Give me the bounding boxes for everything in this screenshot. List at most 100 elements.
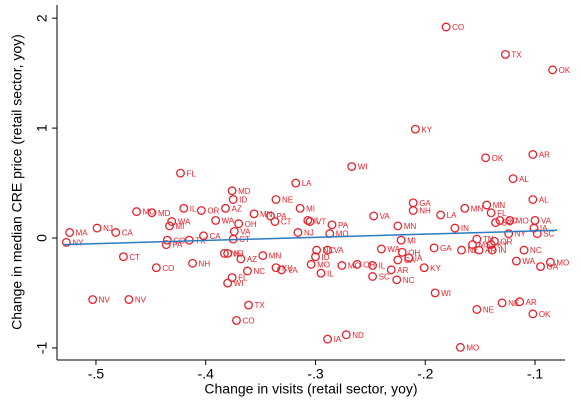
point <box>271 195 281 204</box>
point-label: PA <box>172 241 183 250</box>
point <box>88 295 98 305</box>
point <box>436 210 446 220</box>
point-label: MN <box>471 204 484 213</box>
point <box>161 240 171 250</box>
point-label: KY <box>430 264 441 273</box>
point-label: CT <box>129 253 140 262</box>
point <box>481 153 491 163</box>
point-label: NE <box>467 246 478 255</box>
point <box>92 223 102 233</box>
point-label: ND <box>352 331 364 340</box>
point <box>271 263 281 273</box>
point <box>511 256 521 266</box>
point-label: OK <box>492 154 504 163</box>
point-label: NJ <box>103 224 113 233</box>
point-label: NY <box>72 239 84 248</box>
point-label: PA <box>338 221 349 230</box>
y-tick-label: -1 <box>34 341 50 354</box>
point <box>234 219 244 229</box>
point <box>227 186 237 196</box>
point <box>497 298 507 308</box>
point <box>165 221 174 231</box>
point <box>118 252 128 262</box>
point-label: IA <box>540 224 548 233</box>
point-label: AR <box>539 151 550 160</box>
point-label: IN <box>461 224 469 233</box>
point <box>147 208 157 218</box>
point <box>236 254 246 264</box>
point-label: MN <box>493 201 506 210</box>
point <box>491 218 500 228</box>
point-label: OR <box>500 237 512 246</box>
point <box>295 203 305 213</box>
point-label: MI <box>176 222 185 231</box>
point <box>505 215 515 225</box>
point <box>472 234 482 244</box>
point-label: GA <box>404 256 416 265</box>
point-label: MS <box>478 241 490 250</box>
point-label: OH <box>245 220 257 229</box>
point-label: NH <box>419 207 431 216</box>
point-label: AL <box>539 196 549 205</box>
point <box>291 178 301 188</box>
point-label: MO <box>143 208 156 217</box>
point-label: NC <box>253 267 265 276</box>
point-label: NC <box>530 246 542 255</box>
point <box>486 240 496 250</box>
fit-line <box>63 229 558 246</box>
point <box>486 208 496 218</box>
point <box>430 288 440 298</box>
point-label: FL <box>497 209 507 218</box>
point-label: OH <box>408 248 420 257</box>
point-label: WI <box>441 289 451 298</box>
point-label: IL <box>327 269 334 278</box>
point-label: VA <box>334 246 345 255</box>
point-label: OK <box>539 310 551 319</box>
point <box>232 315 241 325</box>
point <box>408 198 418 208</box>
point <box>500 50 510 59</box>
x-tick-label: -.4 <box>198 366 215 382</box>
point <box>327 220 337 230</box>
point <box>151 263 161 273</box>
point <box>392 275 402 285</box>
point <box>124 295 134 305</box>
point-label: NE <box>230 249 241 258</box>
point <box>211 215 221 225</box>
point <box>277 265 286 275</box>
point-label: NE <box>282 196 293 205</box>
point <box>249 209 259 219</box>
point <box>337 261 347 270</box>
point-label: FL <box>186 169 196 178</box>
point <box>266 211 275 221</box>
point <box>312 245 322 255</box>
point <box>396 235 406 245</box>
point-label: WA <box>387 245 400 254</box>
point <box>306 259 316 269</box>
point-label: NJ <box>234 249 244 258</box>
point <box>419 263 429 273</box>
point-label: AR <box>526 298 537 307</box>
point <box>270 217 280 226</box>
point <box>219 248 229 258</box>
point-label: WA <box>522 257 535 266</box>
point-label: IL <box>379 262 386 271</box>
y-tick-label: 1 <box>34 124 50 132</box>
point-label: ID <box>239 196 247 205</box>
point-label: AZ <box>247 255 257 264</box>
point <box>519 245 529 255</box>
point-label: IL <box>190 204 197 213</box>
point <box>376 244 386 254</box>
point <box>221 203 230 213</box>
point-label: CO <box>452 23 464 32</box>
point <box>450 223 460 233</box>
point <box>347 162 357 172</box>
point <box>460 203 470 213</box>
point-label: KY <box>497 241 508 250</box>
point-label: MO <box>466 343 479 352</box>
point-label: KY <box>421 125 432 134</box>
point <box>397 247 407 257</box>
point <box>528 150 538 159</box>
point <box>528 195 538 204</box>
point-label: CA <box>210 232 222 241</box>
